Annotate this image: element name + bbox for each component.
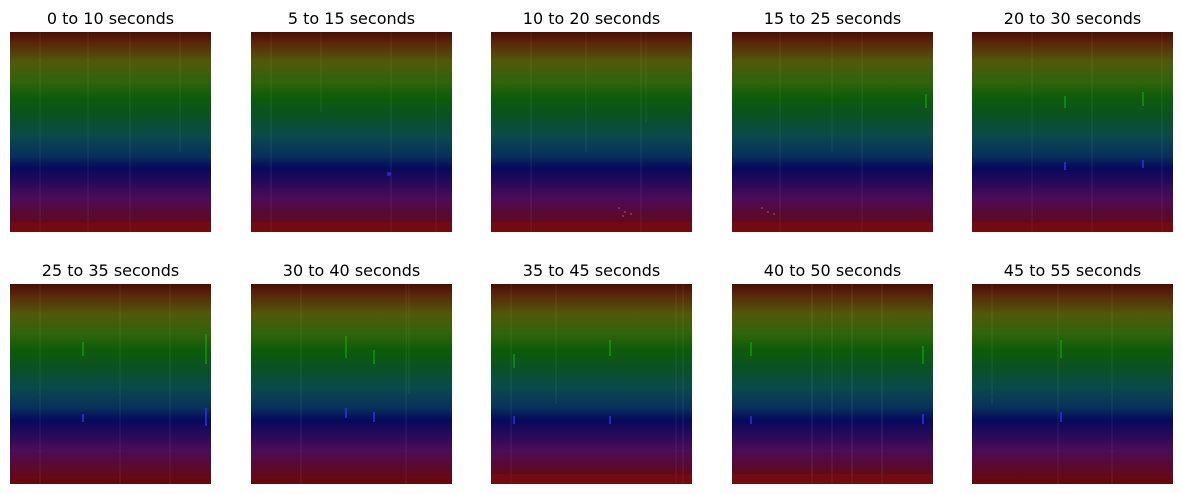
vertical-streaks (530, 32, 647, 232)
spectrogram-image (732, 32, 933, 232)
panel-title: 5 to 15 seconds (287, 9, 416, 28)
panel-title: 10 to 20 seconds (522, 9, 661, 28)
green-streak (1060, 340, 1062, 358)
spectrogram-image (972, 32, 1173, 232)
spectrogram-image (251, 284, 452, 484)
spectrogram-image (732, 284, 933, 484)
spectrogram-image (972, 284, 1173, 484)
blue-blip (1064, 162, 1066, 170)
green-streak (373, 350, 375, 364)
vertical-streaks (39, 284, 171, 484)
panel-title: 40 to 50 seconds (763, 261, 902, 280)
vertical-streaks (811, 284, 883, 484)
spectrogram-image (491, 32, 692, 232)
spectrogram-image (251, 32, 452, 232)
green-streak (925, 94, 927, 108)
blue-blip (82, 414, 84, 422)
vertical-streaks (39, 32, 181, 232)
blue-blip (373, 412, 375, 422)
green-streak (750, 342, 752, 356)
panel-title: 30 to 40 seconds (282, 261, 421, 280)
panel-title: 45 to 55 seconds (1003, 261, 1142, 280)
blue-blip (513, 416, 515, 424)
green-streak (1142, 92, 1144, 106)
speckles (761, 207, 775, 215)
vertical-streaks (270, 32, 437, 232)
blue-blip (922, 414, 924, 424)
panel-title: 35 to 45 seconds (522, 261, 661, 280)
green-streak (82, 342, 84, 356)
green-streak (1064, 96, 1066, 108)
vertical-streaks (779, 32, 863, 232)
blue-blip (1060, 412, 1062, 422)
speckles (618, 207, 632, 217)
panel-title: 15 to 25 seconds (763, 9, 902, 28)
blue-blip (345, 408, 347, 418)
panel-title: 20 to 30 seconds (1003, 9, 1142, 28)
spectrogram-image (491, 284, 692, 484)
spectrogram-image (10, 284, 211, 484)
vertical-streaks (510, 284, 684, 484)
green-streak (609, 340, 611, 356)
vertical-streaks (300, 284, 410, 484)
vertical-streaks (1031, 32, 1163, 232)
blue-blip (387, 172, 391, 176)
green-streak (205, 334, 207, 364)
green-streak (922, 346, 924, 364)
blue-blip (750, 416, 752, 424)
blue-blip (609, 416, 611, 424)
blue-blip (205, 408, 207, 426)
green-streak (345, 336, 347, 358)
spectrogram-image (10, 32, 211, 232)
green-streak (513, 354, 515, 368)
panel-title: 25 to 35 seconds (41, 261, 180, 280)
blue-blip (1142, 160, 1144, 168)
vertical-streaks (991, 284, 1113, 484)
panel-title: 0 to 10 seconds (46, 9, 175, 28)
